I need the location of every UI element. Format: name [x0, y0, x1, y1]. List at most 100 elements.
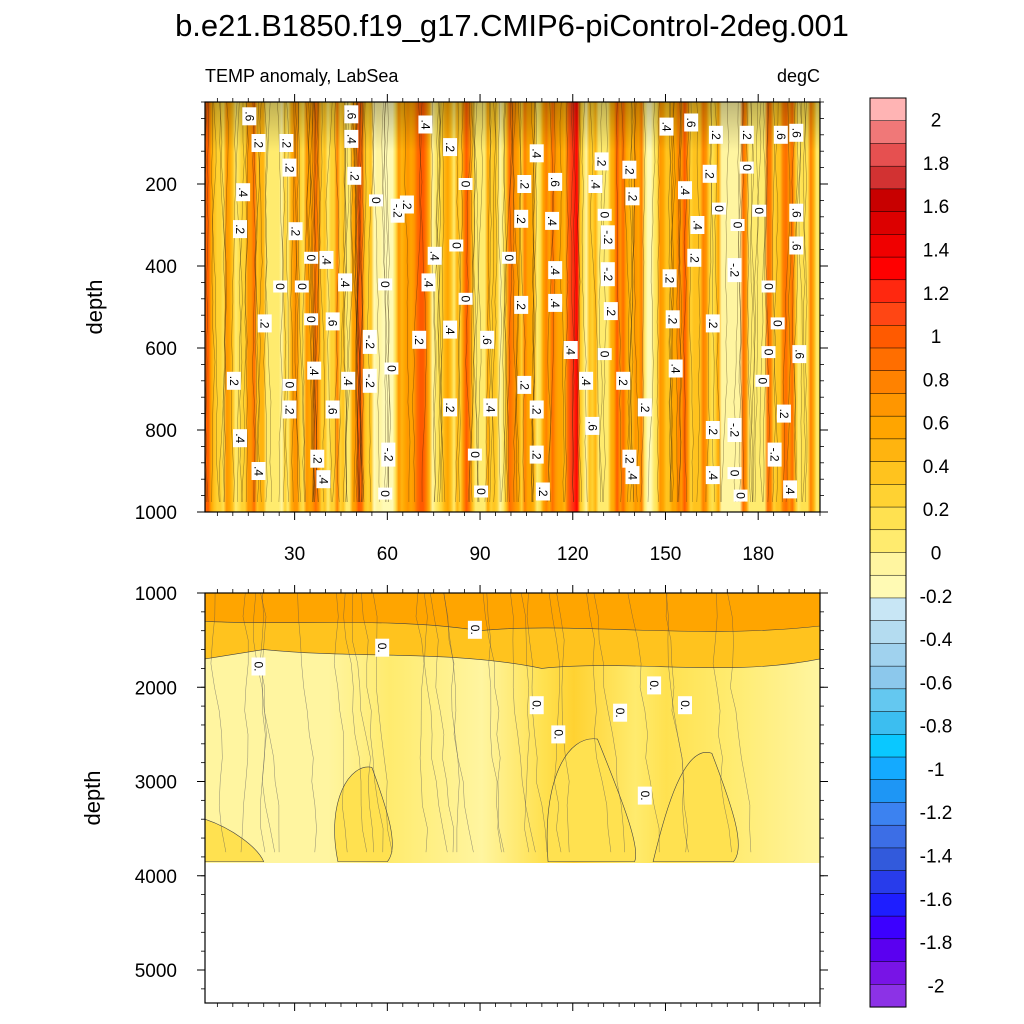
- contour-label-text: 0: [369, 197, 383, 204]
- contour-label-text: 0: [449, 242, 463, 249]
- contour-label-text: -.2: [728, 423, 742, 437]
- contour-label-box: [304, 251, 319, 264]
- contour-line: [520, 593, 536, 853]
- contour-label: 0: [467, 448, 482, 461]
- colorbar-box: [869, 234, 907, 258]
- contour-line: [793, 102, 803, 503]
- contour-label-text: .2: [347, 171, 361, 181]
- contour-line: [438, 593, 474, 853]
- contour-label-text: 0: [731, 222, 745, 229]
- contour-label: .6: [684, 113, 699, 132]
- contour-label-box: [529, 445, 544, 464]
- contour-label-text: .4: [320, 255, 334, 265]
- contour-label-text: .4: [344, 134, 358, 144]
- contour-label: 0: [378, 487, 393, 500]
- contour-line: [412, 593, 428, 853]
- lower-contour-lines: [205, 593, 820, 862]
- contour-label: .2: [282, 158, 297, 177]
- contour-label-text: 0.: [252, 661, 266, 671]
- contour-label-box: [251, 134, 266, 152]
- contour-label-box: [362, 329, 377, 354]
- contour-line: [371, 102, 381, 503]
- contour-label-box: [375, 638, 390, 657]
- contour-label-box: [282, 400, 297, 419]
- contour-line: [559, 102, 565, 503]
- contour-label-text: .4: [783, 484, 797, 494]
- contour-label-text: .2: [706, 318, 720, 328]
- colorbar-tick-label: -0.2: [920, 587, 953, 608]
- contour-label-box: [474, 485, 489, 498]
- contour-line: [290, 102, 296, 503]
- lower-warm-blob: [334, 766, 393, 862]
- y-tick-label: 1000: [135, 584, 177, 605]
- contour-label-box: [369, 194, 383, 207]
- contour-line: [309, 102, 316, 503]
- contour-line: [754, 102, 762, 503]
- contour-label: 0: [384, 362, 399, 375]
- upper-y-axis-label: depth: [82, 279, 107, 334]
- colorbar-box: [869, 870, 907, 894]
- chart-units: degC: [777, 66, 820, 86]
- contour-label-box: [421, 273, 436, 292]
- contour-line: [222, 102, 229, 503]
- contour-label: -.2: [727, 258, 742, 283]
- contour-label-text: .2: [227, 376, 241, 386]
- colorbar-box: [869, 711, 907, 735]
- contour-label: .2: [535, 482, 550, 501]
- contour-label-text: .4: [548, 298, 562, 308]
- contour-label-box: [443, 398, 458, 417]
- contour-label: 0: [712, 202, 726, 215]
- contour-line: [205, 102, 208, 182]
- contour-label-text: 0: [459, 181, 473, 188]
- colorbar-box: [869, 325, 907, 349]
- contour-label: 0.: [551, 725, 566, 744]
- contour-line: [240, 593, 249, 853]
- contour-label-box: [789, 236, 804, 255]
- colorbar-tick-label: 0.6: [923, 414, 949, 435]
- contour-line: [231, 102, 238, 503]
- chart-title: b.e21.B1850.f19_g17.CMIP6-piControl-2deg…: [175, 8, 849, 43]
- contour-label-box: [755, 374, 770, 387]
- colorbar-tick-label: 0.8: [923, 370, 949, 391]
- contour-label-text: .2: [536, 486, 550, 496]
- contour-label-box: [727, 258, 742, 283]
- contour-label-text: 0.: [678, 700, 692, 710]
- contour-label-text: 0: [459, 295, 473, 302]
- contour-label-text: .2: [706, 425, 720, 435]
- contour-label: 0: [458, 178, 473, 190]
- contour-line: [782, 102, 791, 503]
- contour-line: [593, 593, 625, 853]
- contour-label-box: [600, 262, 615, 287]
- y-tick-label: 600: [145, 339, 177, 360]
- contour-label: .4: [421, 273, 436, 292]
- contour-line: [792, 102, 799, 503]
- contour-label-text: .4: [307, 366, 321, 376]
- contour-line: [598, 102, 604, 503]
- contour-label-text: .6: [548, 177, 562, 187]
- contour-label: 0: [597, 348, 612, 361]
- contour-label-box: [341, 371, 356, 390]
- contour-label-box: [514, 209, 529, 228]
- contour-label-text: .2: [638, 402, 652, 412]
- colorbar-box: [869, 461, 907, 485]
- contour-label: .6: [325, 312, 340, 331]
- contour-line: [773, 102, 779, 503]
- contour-line: [259, 593, 275, 853]
- contour-label-text: 0: [598, 351, 612, 358]
- contour-label-box: [712, 202, 726, 215]
- contour-line: [572, 102, 576, 503]
- contour-label-text: .2: [289, 226, 303, 236]
- colorbar-tick-label: 0.2: [923, 500, 949, 521]
- contour-line: [386, 102, 390, 503]
- contour-label-text: 0: [755, 377, 769, 384]
- contour-label: 0.: [251, 657, 266, 676]
- contour-label: 0: [449, 239, 464, 252]
- colorbar-tick-label: -2: [928, 976, 945, 997]
- colorbar-box: [869, 915, 907, 940]
- contour-label: 0: [597, 208, 612, 221]
- contour-label: .6: [480, 330, 495, 349]
- contour-label-box: [242, 107, 257, 126]
- contour-label-text: 0: [304, 316, 318, 323]
- contour-line: [353, 102, 358, 503]
- contour-label-text: .4: [428, 251, 442, 261]
